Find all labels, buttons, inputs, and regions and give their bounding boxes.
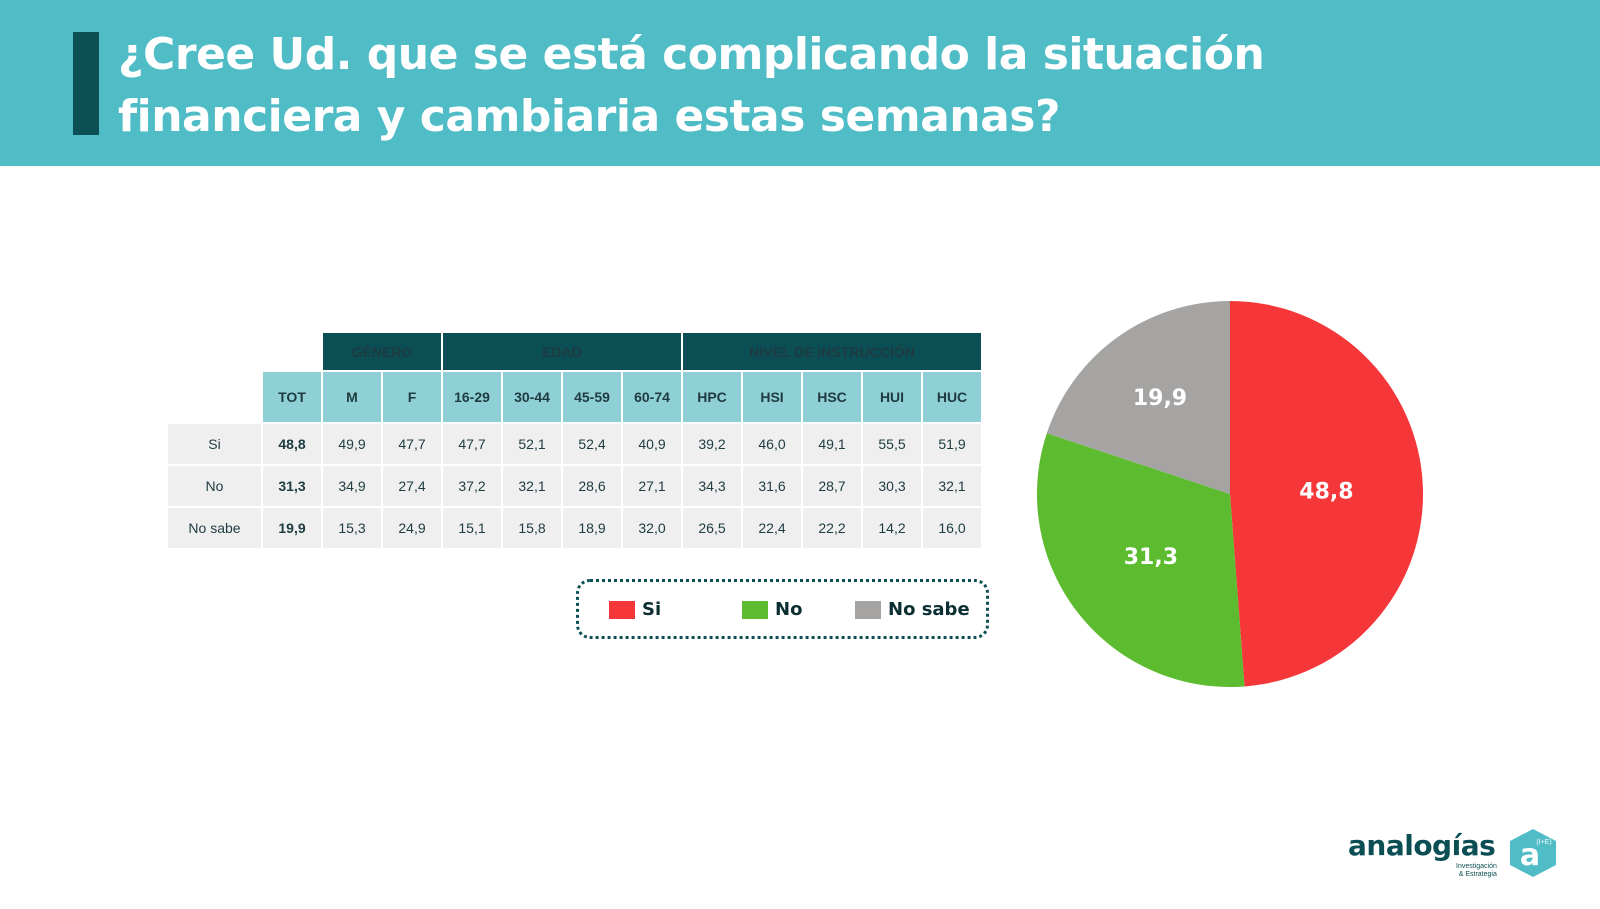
- pie-slice-si: [1230, 301, 1423, 687]
- row-label: No: [168, 466, 261, 506]
- legend-swatch-no: [742, 600, 768, 619]
- column-header: 45-59: [563, 372, 621, 422]
- total-cell: 31,3: [263, 466, 321, 506]
- table-cell: 39,2: [683, 424, 741, 464]
- table-cell: 22,4: [743, 508, 801, 548]
- table-cell: 22,2: [803, 508, 861, 548]
- logo-wordmark: analogías: [1348, 829, 1496, 862]
- pie-label-no-sabe: 19,9: [1133, 386, 1187, 411]
- group-header-nivel: NIVEL DE INSTRUCCIÓN: [683, 333, 981, 370]
- table-cell: 15,8: [503, 508, 561, 548]
- column-header: 16-29: [443, 372, 501, 422]
- table-cell: 27,1: [623, 466, 681, 506]
- column-header: HPC: [683, 372, 741, 422]
- table-row: No sabe 19,9 15,3 24,9 15,1 15,8 18,9 32,0 26,5 2…: [168, 508, 981, 548]
- total-cell: 19,9: [263, 508, 321, 548]
- group-header-genero: GÉNERO: [323, 333, 441, 370]
- legend-label-no: No: [775, 599, 803, 620]
- column-header: F: [383, 372, 441, 422]
- table-cell: 32,1: [503, 466, 561, 506]
- logo-mark-letter: a: [1520, 838, 1540, 873]
- column-header: M: [323, 372, 381, 422]
- table-cell: 24,9: [383, 508, 441, 548]
- table-column-header-row: TOT M F 16-29 30-44 45-59 60-74 HPC HSI …: [168, 372, 981, 422]
- legend-item-no-sabe: No sabe: [855, 599, 970, 620]
- table-cell: 28,7: [803, 466, 861, 506]
- brand-logo: analogías Investigación & Estrategia a (…: [1348, 825, 1560, 879]
- pie-chart: 48,8 31,3 19,9: [1037, 301, 1423, 687]
- total-cell: 48,8: [263, 424, 321, 464]
- title-line-1: ¿Cree Ud. que se está complicando la sit…: [118, 29, 1265, 80]
- table-cell: 32,0: [623, 508, 681, 548]
- table-cell: 14,2: [863, 508, 921, 548]
- table-cell: 52,4: [563, 424, 621, 464]
- table-cell: 28,6: [563, 466, 621, 506]
- table-cell: 46,0: [743, 424, 801, 464]
- table-cell: 49,9: [323, 424, 381, 464]
- chart-legend: Si No No sabe: [576, 579, 989, 639]
- table-cell: 15,1: [443, 508, 501, 548]
- pie-slice-no: [1037, 433, 1245, 687]
- table-corner: [168, 333, 261, 370]
- legend-item-no: No: [742, 599, 802, 620]
- table-cell: 34,3: [683, 466, 741, 506]
- column-header: HUC: [923, 372, 981, 422]
- table-cell: 55,5: [863, 424, 921, 464]
- logo-tagline-line-1: Investigación: [1456, 863, 1497, 870]
- table-cell: 37,2: [443, 466, 501, 506]
- pie-label-si: 48,8: [1299, 479, 1353, 504]
- group-header-edad: EDAD: [443, 333, 681, 370]
- table-cell: 40,9: [623, 424, 681, 464]
- table-cell: 47,7: [443, 424, 501, 464]
- table-cell: 30,3: [863, 466, 921, 506]
- legend-item-si: Si: [609, 599, 661, 620]
- table-cell: 27,4: [383, 466, 441, 506]
- logo-mark-sup: (I+E): [1536, 839, 1551, 846]
- crosstab-table: GÉNERO EDAD NIVEL DE INSTRUCCIÓN TOT M F…: [166, 331, 983, 550]
- table-cell: 15,3: [323, 508, 381, 548]
- table-body: Si 48,8 49,9 47,7 47,7 52,1 52,4 40,9 39,2 46,0 49…: [168, 424, 981, 548]
- table-cell: 26,5: [683, 508, 741, 548]
- page-title: ¿Cree Ud. que se está complicando la sit…: [118, 24, 1418, 148]
- legend-label-si: Si: [642, 599, 662, 620]
- title-line-2: financiera y cambiaria estas semanas?: [118, 91, 1061, 142]
- column-header: 60-74: [623, 372, 681, 422]
- table-cell: 34,9: [323, 466, 381, 506]
- column-header: HUI: [863, 372, 921, 422]
- logo-tagline-line-2: & Estrategia: [1458, 871, 1497, 878]
- header-accent-bar: [73, 32, 99, 135]
- pie-slice-no-sabe: [1046, 301, 1230, 494]
- table-cell: 18,9: [563, 508, 621, 548]
- table-corner-sub: [168, 372, 261, 422]
- legend-label-no-sabe: No sabe: [888, 599, 970, 620]
- row-label: No sabe: [168, 508, 261, 548]
- logo-tagline: Investigación & Estrategia: [1456, 863, 1497, 879]
- legend-swatch-si: [609, 600, 635, 619]
- column-header: HSI: [743, 372, 801, 422]
- table-row: Si 48,8 49,9 47,7 47,7 52,1 52,4 40,9 39,2 46,0 49…: [168, 424, 981, 464]
- table-row: No 31,3 34,9 27,4 37,2 32,1 28,6 27,1 34,3 31,6 28…: [168, 466, 981, 506]
- table-cell: 51,9: [923, 424, 981, 464]
- row-label: Si: [168, 424, 261, 464]
- legend-swatch-no-sabe: [855, 600, 881, 619]
- table-corner-tot: [263, 333, 321, 370]
- table-cell: 52,1: [503, 424, 561, 464]
- table-cell: 32,1: [923, 466, 981, 506]
- column-header: 30-44: [503, 372, 561, 422]
- column-header: HSC: [803, 372, 861, 422]
- table-group-header-row: GÉNERO EDAD NIVEL DE INSTRUCCIÓN: [168, 333, 981, 370]
- table-cell: 49,1: [803, 424, 861, 464]
- table-cell: 47,7: [383, 424, 441, 464]
- table-cell: 16,0: [923, 508, 981, 548]
- header-banner: ¿Cree Ud. que se está complicando la sit…: [0, 0, 1600, 166]
- column-header: TOT: [263, 372, 321, 422]
- pie-label-no: 31,3: [1124, 545, 1178, 570]
- table-cell: 31,6: [743, 466, 801, 506]
- logo-hexagon-icon: a (I+E): [1510, 829, 1556, 877]
